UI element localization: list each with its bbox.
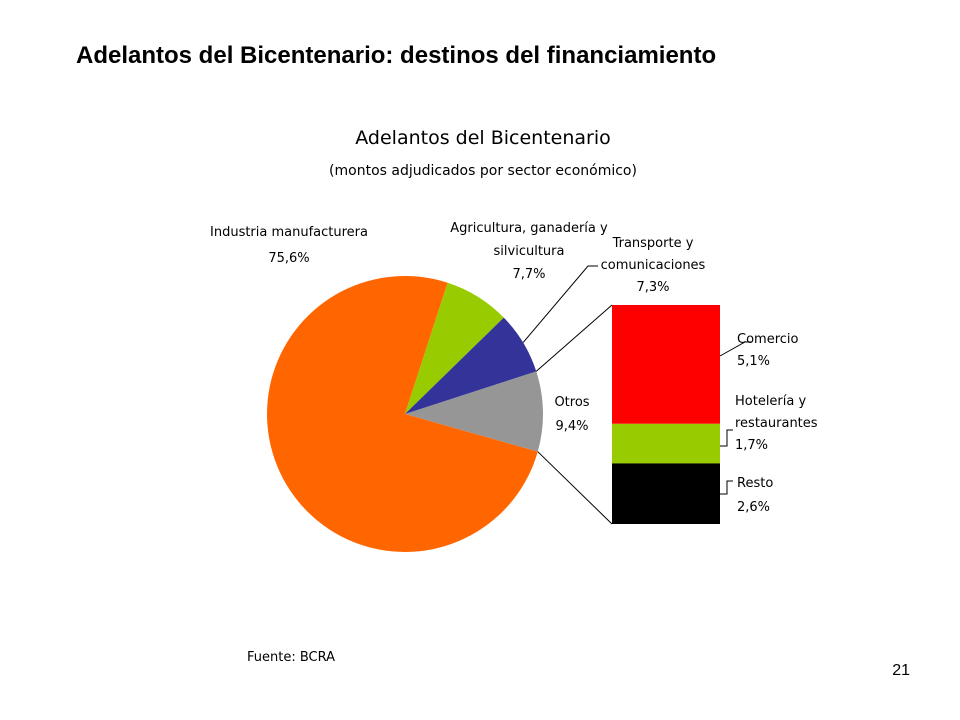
- bar-segment-hoteleria-y: [612, 423, 720, 464]
- chart-source: Fuente: BCRA: [247, 650, 335, 665]
- pie-slice-industria-manufacturera: [267, 275, 538, 552]
- connector-line-top: [535, 304, 613, 372]
- data-label-industria-manufacturera: Industria manufacturera 75,6%: [210, 225, 368, 266]
- pie-slice-otros: [405, 371, 544, 452]
- leader-line-resto: [720, 480, 733, 495]
- bar-segment-comercio: [612, 305, 720, 424]
- breakdown-bar: [612, 305, 720, 524]
- data-label-otros: Otros 9,4%: [554, 395, 589, 434]
- leader-line-hoteleria: [720, 429, 733, 447]
- page-number: 21: [892, 662, 910, 679]
- leader-line-comercio: [719, 341, 752, 357]
- data-label-comercio: Comercio 5,1%: [737, 332, 799, 369]
- pie-slice-agricultura-ganaderia-y: [405, 282, 504, 414]
- data-label-agricultura-ganaderia-y: Agricultura, ganadería y silvicultura 7,7%: [450, 221, 608, 282]
- data-label-transporte-y: Transporte y comunicaciones 7,3%: [601, 236, 706, 295]
- data-label-hoteleria-y: Hotelería y restaurantes 1,7%: [735, 394, 818, 453]
- chart-subtitle: (montos adjudicados por sector económico…: [329, 163, 637, 179]
- pie-slices: [267, 275, 544, 552]
- pie-slice-transporte-y: [405, 317, 537, 414]
- bar-segment-resto: [612, 463, 720, 524]
- connector-lines: [522, 265, 752, 525]
- leader-line-transporte: [522, 265, 598, 343]
- data-label-resto: Resto 2,6%: [737, 476, 773, 515]
- connector-line-bottom: [537, 451, 613, 525]
- data-labels: Industria manufacturera 75,6% Agricultura,…: [210, 221, 818, 515]
- chart-title: Adelantos del Bicentenario: [355, 127, 611, 149]
- slide-title: Adelantos del Bicentenario: destinos del…: [76, 42, 717, 69]
